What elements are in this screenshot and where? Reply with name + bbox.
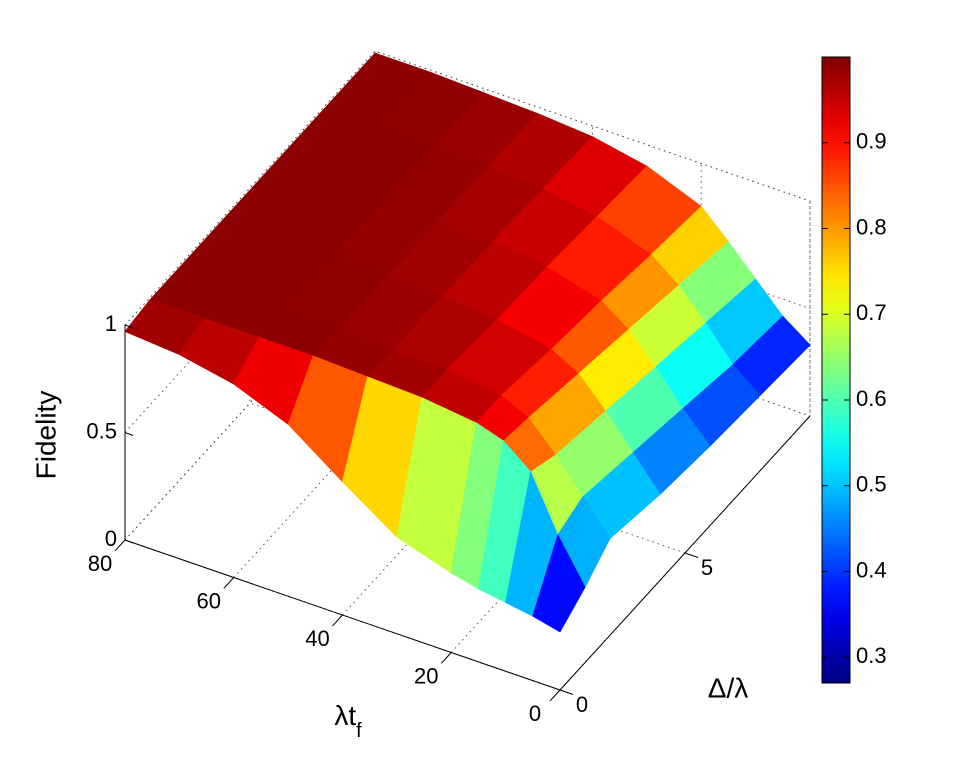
x-tick-label: 20	[414, 663, 438, 688]
x-tick-label: 40	[305, 626, 329, 651]
z-tick-label: 1	[105, 311, 117, 336]
y-axis-line	[559, 415, 811, 691]
y-tick	[559, 689, 574, 695]
x-tick-label: 0	[529, 701, 541, 726]
z-tick	[124, 432, 134, 436]
z-tick-label: 0	[105, 526, 117, 551]
x-axis-label-main: λt	[334, 700, 356, 731]
x-axis-label-sub: f	[356, 720, 362, 742]
x-tick	[549, 689, 561, 702]
colorbar-tick-label: 0.9	[856, 129, 887, 154]
colorbar-tick-label: 0.6	[856, 386, 887, 411]
x-tick	[114, 539, 126, 552]
z-tick-label: 0.5	[86, 418, 117, 443]
colorbar	[821, 56, 851, 684]
y-tick-label: 0	[576, 692, 588, 717]
x-axis-line	[124, 539, 561, 691]
colorbar-tick-label: 0.7	[856, 300, 887, 325]
x-tick	[440, 652, 452, 664]
x-axis-label: λtf	[334, 700, 362, 742]
x-tick-label: 80	[88, 551, 112, 576]
z-tick	[124, 324, 134, 329]
colorbar-tick-label: 0.3	[856, 643, 887, 668]
colorbar-tick-label: 0.5	[856, 472, 887, 497]
colorbar-tick-label: 0.4	[856, 557, 887, 582]
x-tick-label: 60	[197, 588, 221, 613]
y-tick-label: 5	[701, 555, 713, 580]
grid-line	[124, 50, 811, 326]
x-tick	[332, 614, 343, 627]
y-axis-label: Δ/λ	[708, 672, 748, 703]
colorbar-tick-label: 0.8	[856, 214, 887, 239]
z-axis-label: Fidelity	[30, 391, 61, 480]
x-tick	[223, 577, 235, 589]
y-tick	[684, 552, 699, 558]
surface-patch	[532, 534, 586, 633]
surface	[124, 52, 811, 633]
